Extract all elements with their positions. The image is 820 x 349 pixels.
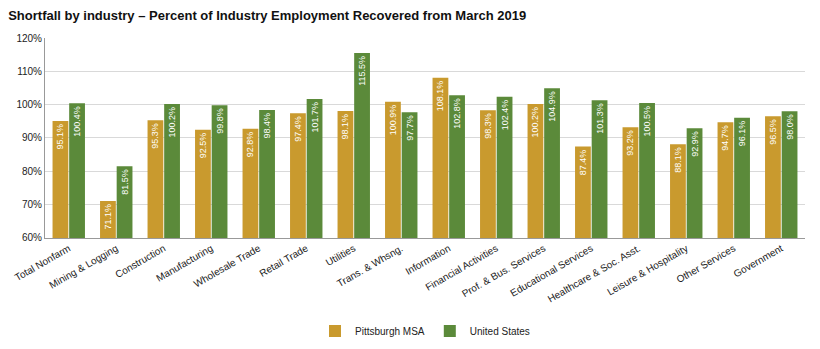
svg-text:110%: 110% [17, 66, 42, 77]
svg-text:98.0%: 98.0% [785, 114, 795, 140]
svg-text:Leisure & Hospitality: Leisure & Hospitality [605, 242, 689, 297]
svg-text:71.1%: 71.1% [103, 204, 113, 230]
svg-text:Utilities: Utilities [324, 242, 357, 268]
svg-text:Shortfall by industry – Percen: Shortfall by industry – Percent of Indus… [8, 8, 526, 23]
svg-text:97.4%: 97.4% [293, 116, 303, 142]
svg-text:Wholesale Trade: Wholesale Trade [192, 242, 263, 289]
svg-text:Government: Government [732, 242, 785, 279]
svg-text:95.1%: 95.1% [55, 124, 65, 150]
svg-text:108.1%: 108.1% [435, 81, 445, 112]
svg-text:Construction: Construction [113, 242, 167, 280]
svg-text:95.3%: 95.3% [150, 123, 160, 149]
svg-text:92.8%: 92.8% [245, 132, 255, 158]
svg-text:104.9%: 104.9% [547, 91, 557, 122]
svg-text:88.1%: 88.1% [673, 147, 683, 173]
svg-text:97.7%: 97.7% [405, 115, 415, 141]
svg-text:98.1%: 98.1% [340, 114, 350, 140]
svg-text:100.2%: 100.2% [530, 107, 540, 138]
svg-text:Pittsburgh MSA: Pittsburgh MSA [355, 326, 425, 337]
svg-text:99.8%: 99.8% [215, 108, 225, 134]
svg-text:Total Nonfarm: Total Nonfarm [13, 242, 72, 283]
svg-text:81.5%: 81.5% [120, 169, 130, 195]
svg-text:115.5%: 115.5% [357, 56, 367, 86]
svg-text:96.1%: 96.1% [737, 121, 747, 147]
svg-text:92.9%: 92.9% [690, 131, 700, 157]
svg-text:Mining & Logging: Mining & Logging [47, 242, 119, 290]
svg-text:120%: 120% [16, 33, 42, 44]
svg-text:101.7%: 101.7% [310, 102, 320, 133]
svg-text:Other Services: Other Services [674, 242, 737, 285]
svg-text:70%: 70% [22, 199, 42, 210]
svg-text:100.5%: 100.5% [642, 106, 652, 137]
svg-text:93.2%: 93.2% [625, 130, 635, 156]
svg-text:United States: United States [470, 326, 530, 337]
svg-text:98.4%: 98.4% [262, 113, 272, 139]
svg-text:Retail Trade: Retail Trade [258, 242, 311, 279]
svg-text:96.5%: 96.5% [768, 119, 778, 145]
svg-text:102.8%: 102.8% [452, 98, 462, 129]
svg-text:80%: 80% [22, 166, 42, 177]
svg-text:100.2%: 100.2% [167, 107, 177, 138]
svg-text:Prof. & Bus. Services: Prof. & Bus. Services [460, 242, 547, 299]
svg-text:Trans. & Whsng.: Trans. & Whsng. [335, 242, 405, 289]
svg-text:Manufacturing: Manufacturing [154, 242, 214, 283]
svg-text:98.3%: 98.3% [483, 113, 493, 139]
svg-text:Educational Services: Educational Services [508, 242, 594, 298]
svg-text:102.4%: 102.4% [500, 100, 510, 131]
svg-text:101.3%: 101.3% [595, 103, 605, 134]
svg-text:60%: 60% [22, 232, 42, 243]
svg-text:Financial Activities: Financial Activities [423, 242, 499, 292]
svg-text:92.5%: 92.5% [198, 133, 208, 159]
svg-text:100%: 100% [16, 99, 42, 110]
svg-text:Healthcare & Soc. Asst.: Healthcare & Soc. Asst. [546, 242, 642, 304]
svg-text:87.4%: 87.4% [578, 150, 588, 176]
svg-text:100.4%: 100.4% [72, 106, 82, 137]
svg-text:100.9%: 100.9% [388, 105, 398, 136]
svg-text:Information: Information [403, 242, 452, 277]
svg-text:94.7%: 94.7% [720, 125, 730, 151]
svg-text:90%: 90% [22, 132, 42, 143]
